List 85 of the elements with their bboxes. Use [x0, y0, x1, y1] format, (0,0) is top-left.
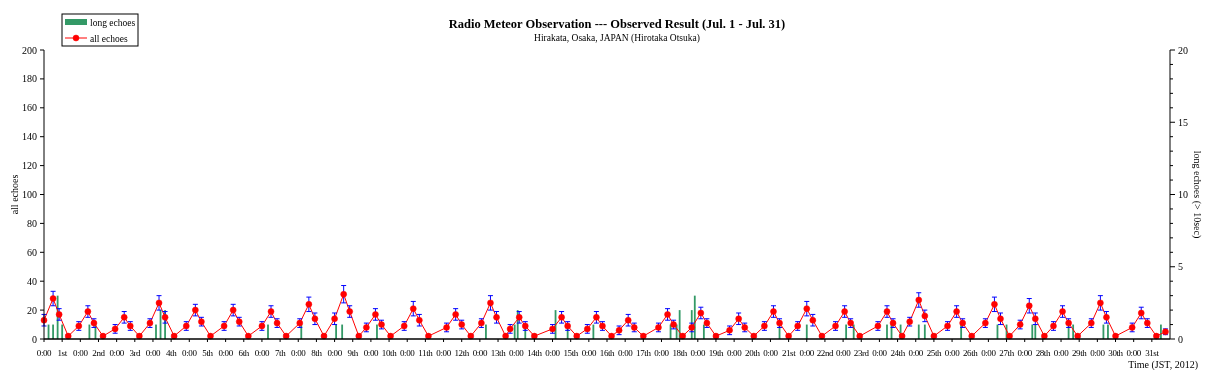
y2-tick-label: 10: [1178, 189, 1188, 200]
x-tick-label: 0:00: [327, 348, 343, 358]
y-tick-label: 60: [27, 246, 37, 258]
x-tick-label: 18th: [672, 348, 688, 358]
y-tick-label: 160: [22, 102, 37, 114]
x-tick-label: 0:00: [472, 348, 488, 358]
x-axis-title: Time (JST, 2012): [1128, 359, 1198, 371]
x-tick-label: 20th: [745, 348, 761, 358]
x-tick-label: 4th: [165, 348, 178, 358]
x-tick-label: 0:00: [363, 348, 379, 358]
legend-label: long echoes: [90, 17, 136, 28]
x-tick-label: 13th: [490, 348, 507, 358]
x-tick-label: 0:00: [182, 348, 198, 358]
x-tick-label: 11th: [418, 348, 434, 358]
y-tick-label: 120: [22, 160, 37, 172]
x-tick-label: 0:00: [73, 348, 89, 358]
x-tick-label: 19th: [708, 348, 725, 358]
x-tick-label: 0:00: [908, 348, 924, 358]
x-tick-label: 0:00: [436, 348, 452, 358]
x-tick-label: 21st: [781, 348, 797, 358]
y-tick-label: 180: [22, 73, 37, 85]
x-tick-label: 25th: [926, 348, 942, 358]
y-tick-label: 20: [27, 304, 37, 316]
x-tick-label: 0:00: [799, 348, 815, 358]
x-tick-label: 12th: [454, 348, 470, 358]
x-tick-label: 16th: [599, 348, 616, 358]
y2-tick-label: 20: [1178, 44, 1188, 56]
x-tick-label: 6th: [238, 348, 250, 358]
x-tick-label: 1st: [57, 348, 68, 358]
x-tick-label: 22nd: [816, 348, 835, 358]
y-axis-title: all echoes: [9, 174, 20, 215]
x-tick-label: 0:00: [400, 348, 416, 358]
x-tick-label: 0:00: [581, 348, 597, 358]
x-tick-label: 0:00: [690, 348, 706, 358]
legend-label: all echoes: [90, 33, 129, 44]
y-tick-label: 80: [27, 217, 37, 229]
x-tick-label: 24th: [890, 348, 906, 358]
y2-tick-label: 0: [1178, 333, 1183, 345]
chart-title: Radio Meteor Observation --- Observed Result (Jul. 1 - Jul. 31): [448, 17, 786, 31]
x-tick-label: 0:00: [835, 348, 852, 358]
x-tick-label: 0:00: [291, 348, 307, 358]
x-tick-label: 0:00: [545, 348, 561, 358]
x-tick-label: 5th: [202, 348, 214, 358]
y-tick-label: 200: [22, 44, 37, 56]
x-tick-label: 3rd: [129, 348, 142, 358]
x-tick-label: 0:00: [872, 348, 888, 358]
x-tick-label: 0:00: [145, 348, 162, 358]
x-tick-label: 0:00: [254, 348, 271, 358]
y-tick-label: 140: [22, 131, 37, 143]
x-tick-label: 31st: [1145, 348, 1160, 358]
x-tick-label: 0:00: [1090, 348, 1106, 358]
x-tick-label: 0:00: [1053, 348, 1070, 358]
chart-subtitle: Hirakata, Osaka, JAPAN (Hirotaka Otsuka): [534, 33, 700, 44]
y-tick-label: 0: [32, 333, 37, 345]
x-tick-label: 0:00: [36, 348, 53, 358]
x-tick-label: 0:00: [944, 348, 961, 358]
y2-tick-label: 5: [1178, 261, 1183, 273]
x-tick-label: 29th: [1071, 348, 1088, 358]
x-tick-label: 0:00: [1126, 348, 1142, 358]
x-tick-label: 26th: [963, 348, 979, 358]
x-tick-label: 0:00: [617, 348, 634, 358]
x-tick-label: 0:00: [726, 348, 743, 358]
x-tick-label: 23rd: [853, 348, 870, 358]
x-tick-label: 0:00: [981, 348, 997, 358]
x-tick-label: 7th: [274, 348, 287, 358]
x-tick-label: 15th: [563, 348, 579, 358]
x-tick-label: 2nd: [92, 348, 106, 358]
x-tick-label: 30th: [1108, 348, 1124, 358]
y2-tick-label: 15: [1178, 116, 1188, 128]
y-tick-label: 100: [22, 189, 37, 200]
x-tick-label: 0:00: [654, 348, 670, 358]
x-tick-label: 0:00: [508, 348, 525, 358]
y-tick-label: 40: [27, 275, 37, 287]
x-tick-label: 14th: [527, 348, 543, 358]
x-tick-label: 27th: [999, 348, 1015, 358]
x-tick-label: 10th: [381, 348, 398, 358]
x-tick-label: 8th: [311, 348, 323, 358]
x-tick-label: 28th: [1035, 348, 1051, 358]
x-tick-label: 0:00: [1017, 348, 1033, 358]
x-tick-label: 0:00: [218, 348, 234, 358]
x-tick-label: 0:00: [109, 348, 125, 358]
y2-axis-title: long echoes (> 10sec): [1191, 150, 1203, 239]
x-tick-label: 0:00: [763, 348, 779, 358]
x-tick-label: 17th: [636, 348, 652, 358]
x-tick-label: 9th: [347, 348, 359, 358]
